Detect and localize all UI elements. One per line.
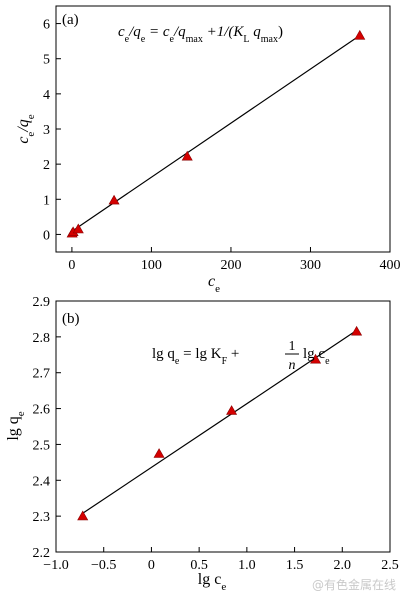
panel-b-points <box>77 325 363 521</box>
panel-b-x-label: lg ce <box>198 571 227 593</box>
x-tick-label: 2.0 <box>334 558 352 573</box>
panel-b-fit-line <box>82 329 357 514</box>
y-tick-label: 2.3 <box>33 510 51 525</box>
x-tick-label: 200 <box>220 258 241 273</box>
y-tick-label: 4 <box>43 88 50 103</box>
x-tick-label: 0.5 <box>190 558 208 573</box>
data-point <box>153 448 165 458</box>
panel-b-equation-numerator: 1 <box>289 339 296 354</box>
y-tick-label: 3 <box>43 123 50 138</box>
y-tick-label: 6 <box>43 18 50 33</box>
panel-b-axes: −1.0 −0.5 0 0.5 1.0 1.5 2.0 2.5 2.2 2.3 2.4 2.5 2.6 2… <box>33 295 399 573</box>
watermark-text: @有色金属在线 <box>312 577 396 592</box>
x-tick-label: 2.5 <box>381 558 399 573</box>
panel-a: 0 100 200 300 400 0 1 2 3 4 5 6 (a) ce/qe = ce/qmax… <box>15 5 400 295</box>
x-tick-label: 0 <box>148 558 155 573</box>
y-tick-label: 1 <box>43 193 50 208</box>
panel-a-x-label: ce <box>208 273 220 295</box>
data-point <box>181 150 193 161</box>
panel-b: −1.0 −0.5 0 0.5 1.0 1.5 2.0 2.5 2.2 2.3 2.4 2.5 2.6 2… <box>5 295 399 593</box>
y-tick-label: 2.9 <box>33 295 51 310</box>
data-point <box>351 325 363 336</box>
panel-a-points <box>66 29 366 238</box>
panel-a-axes: 0 100 200 300 400 0 1 2 3 4 5 6 <box>43 18 400 273</box>
panel-b-label: (b) <box>62 311 80 327</box>
panel-a-label: (a) <box>62 12 79 28</box>
data-point <box>77 510 89 521</box>
data-point <box>72 223 84 234</box>
y-tick-label: 2 <box>43 158 50 173</box>
y-tick-label: 0 <box>43 228 50 243</box>
x-tick-label: 1.5 <box>286 558 304 573</box>
data-point <box>310 353 322 364</box>
panel-a-y-label: ce/qe <box>15 114 37 143</box>
x-tick-label: 100 <box>141 258 162 273</box>
x-tick-label: 300 <box>300 258 321 273</box>
panel-b-frame <box>55 300 391 553</box>
y-tick-label: 2.6 <box>33 403 51 418</box>
panel-b-equation: lg qe = lg KF + 1 n lg ce <box>152 339 330 373</box>
y-tick-label: 5 <box>43 53 50 68</box>
y-tick-label: 2.4 <box>33 474 51 489</box>
x-tick-label: −0.5 <box>91 558 116 573</box>
panel-a-equation: ce/qe = ce/qmax +1/(KL qmax) <box>118 24 283 45</box>
fit-line <box>73 35 361 231</box>
x-tick-label: 0 <box>68 258 75 273</box>
panel-b-equation-denominator: n <box>289 358 296 373</box>
panel-b-y-label: lg qe <box>5 411 27 440</box>
x-tick-label: 1.0 <box>238 558 256 573</box>
data-point <box>108 194 120 205</box>
panel-b-equation-left: lg qe = lg KF + <box>152 346 239 367</box>
panel-a-fit-line <box>73 35 361 231</box>
data-point <box>354 29 366 40</box>
data-point <box>226 405 238 415</box>
y-tick-label: 2.8 <box>33 331 51 346</box>
panel-b-equation-right: lg ce <box>303 346 330 367</box>
x-tick-label: 400 <box>380 258 400 273</box>
y-tick-label: 2.2 <box>33 546 51 561</box>
y-tick-label: 2.5 <box>33 438 51 453</box>
fit-line <box>82 329 357 514</box>
y-tick-label: 2.7 <box>33 367 51 382</box>
x-tick-label: −1.0 <box>43 558 68 573</box>
